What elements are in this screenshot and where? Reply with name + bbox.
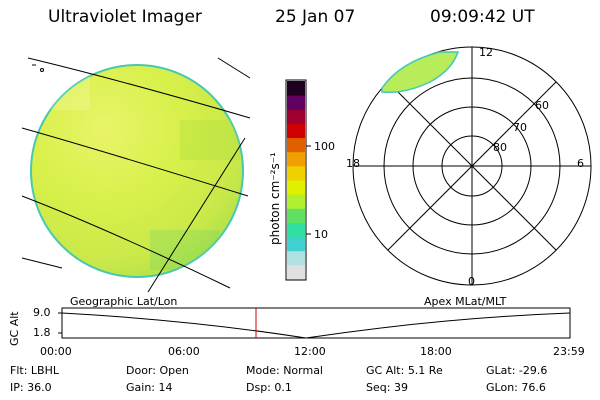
instrument-title: Ultraviolet Imager	[48, 7, 202, 27]
altitude-plot	[58, 307, 571, 339]
ip-label: IP: 36.0	[10, 381, 52, 394]
x-tick-0000: 00:00	[40, 345, 72, 358]
colorbar-band	[287, 151, 305, 167]
x-tick-1200: 12:00	[294, 345, 326, 358]
colorbar-band	[287, 95, 305, 110]
gc-alt-label: GC Alt: 5.1 Re	[366, 364, 443, 377]
lat-label-80: 80	[493, 141, 507, 154]
dsp-label: Dsp: 0.1	[246, 381, 292, 394]
colorbar	[285, 79, 311, 281]
glon-label: GLon: 76.6	[486, 381, 546, 394]
filter-label: Flt: LBHL	[10, 364, 59, 377]
geo-panel-label: Geographic Lat/Lon	[70, 295, 178, 308]
colorbar-band	[287, 236, 305, 252]
gain-label: Gain: 14	[126, 381, 173, 394]
colorbar-band	[287, 250, 305, 266]
colorbar-tick-100: 100	[314, 140, 335, 153]
auroral-region	[381, 51, 460, 94]
colorbar-band	[287, 109, 305, 124]
time-label: 09:09:42 UT	[430, 7, 535, 27]
date-label: 25 Jan 07	[275, 7, 356, 27]
lat-label-60: 60	[535, 99, 549, 112]
mode-label: Mode: Normal	[246, 364, 323, 377]
lat-label-70: 70	[513, 121, 527, 134]
glat-label: GLat: -29.6	[486, 364, 548, 377]
mlt-label-6: 6	[577, 157, 584, 170]
colorbar-band	[287, 165, 305, 181]
colorbar-band	[287, 137, 305, 153]
colorbar-band	[287, 180, 305, 195]
alt-tick-1-8: 1.8	[33, 326, 51, 339]
alt-tick-9: 9.0	[33, 306, 51, 319]
colorbar-band	[287, 123, 305, 139]
colorbar-band	[287, 194, 305, 209]
lat-lon-grid	[21, 57, 251, 293]
seq-label: Seq: 39	[366, 381, 408, 394]
geographic-disk	[30, 64, 244, 278]
mlt-label-12: 12	[479, 46, 493, 59]
gc-alt-axis-label: GC Alt	[8, 311, 21, 346]
colorbar-band	[287, 264, 305, 280]
colorbar-tick-10: 10	[314, 228, 328, 241]
x-tick-2359: 23:59	[553, 345, 585, 358]
colorbar-unit-label: photon cm⁻²s⁻¹	[268, 152, 282, 245]
x-tick-1800: 18:00	[420, 345, 452, 358]
colorbar-band	[287, 208, 305, 223]
colorbar-band	[287, 222, 305, 238]
colorbar-band	[287, 81, 305, 96]
x-tick-0600: 06:00	[168, 345, 200, 358]
polar-plot	[352, 46, 592, 286]
door-label: Door: Open	[126, 364, 189, 377]
polar-panel-label: Apex MLat/MLT	[424, 295, 507, 308]
mlt-label-0: 0	[468, 275, 475, 288]
mlt-label-18: 18	[346, 157, 360, 170]
